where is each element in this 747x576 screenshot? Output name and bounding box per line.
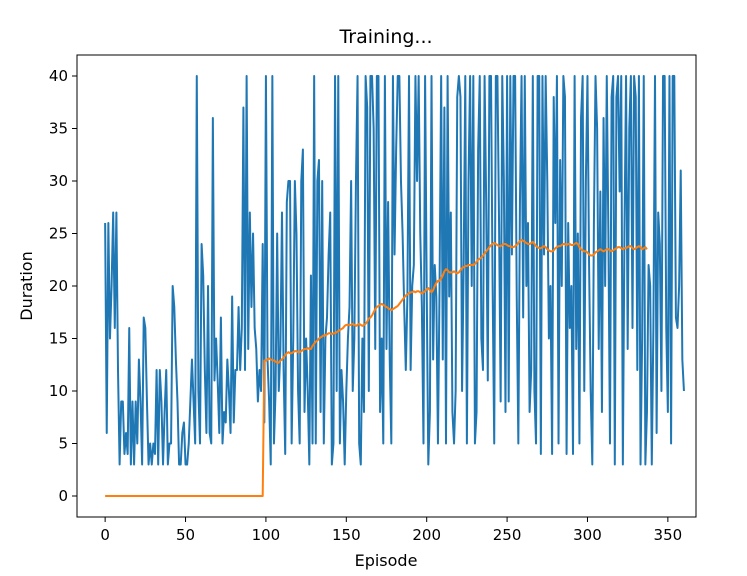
y-axis-label: Duration [17, 251, 36, 321]
x-tick-label: 50 [176, 526, 195, 544]
chart-title: Training... [338, 26, 432, 48]
y-tick-label: 40 [49, 67, 68, 85]
x-tick-label: 0 [100, 526, 110, 544]
y-tick-label: 5 [58, 435, 68, 453]
y-tick-label: 0 [58, 487, 68, 505]
y-tick-label: 15 [49, 330, 68, 348]
y-tick-label: 35 [49, 120, 68, 138]
y-tick-label: 25 [49, 225, 68, 243]
plot-area [104, 75, 685, 497]
x-tick-label: 200 [412, 526, 441, 544]
y-tick-label: 20 [49, 277, 68, 295]
x-axis-label: Episode [355, 551, 418, 570]
x-tick-label: 350 [654, 526, 683, 544]
series-line-1 [105, 238, 648, 497]
y-tick-label: 30 [49, 172, 68, 190]
x-tick-label: 300 [573, 526, 602, 544]
x-tick-label: 100 [252, 526, 281, 544]
axis-ticks: 0 50 100 150 200 250 300 350 0 5 10 15 20 25 30 35 40 [49, 67, 682, 544]
series-line-0 [104, 75, 685, 466]
y-tick-label: 10 [49, 382, 68, 400]
x-tick-label: 150 [332, 526, 361, 544]
x-tick-label: 250 [493, 526, 522, 544]
